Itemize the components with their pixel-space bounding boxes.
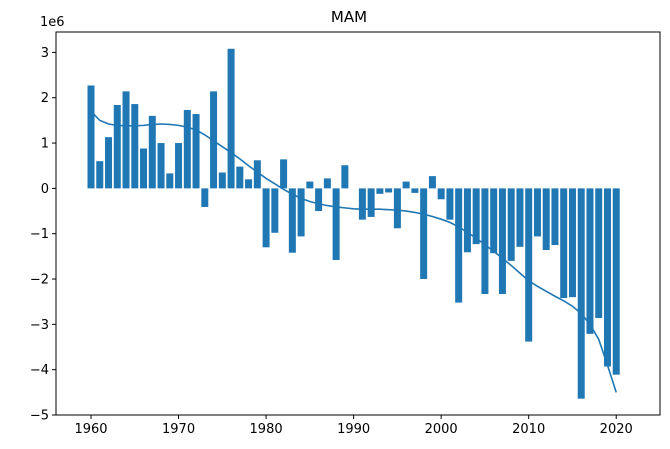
bar-1970: [175, 143, 183, 189]
bar-2002: [455, 188, 463, 303]
bar-1994: [385, 188, 393, 193]
y-tick-label-3: 3: [41, 46, 49, 61]
bar-1976: [227, 48, 235, 189]
y-tick-label--2: −2: [30, 273, 49, 288]
bar-2005: [481, 188, 489, 294]
bar-2000: [437, 188, 445, 200]
y-offset-label: 1e6: [40, 15, 65, 30]
bar-1973: [201, 188, 209, 207]
bar-2016: [577, 188, 585, 399]
bar-1989: [341, 165, 349, 189]
bar-1964: [122, 91, 130, 189]
x-tick-label-1970: 1970: [162, 422, 195, 437]
bar-2003: [463, 188, 471, 253]
x-tick-label-1980: 1980: [250, 422, 283, 437]
bar-1983: [288, 188, 296, 253]
bars-group: [87, 48, 620, 399]
bar-2014: [560, 188, 568, 299]
y-axis: −5 −4 −3 −2 −1 0 1 2 3: [30, 46, 56, 424]
bar-1981: [271, 188, 279, 233]
chart-title: MAM: [331, 8, 367, 26]
bar-1999: [428, 176, 436, 189]
bar-1972: [192, 114, 200, 189]
y-tick-label-0: 0: [41, 182, 49, 197]
x-tick-label-2020: 2020: [600, 422, 633, 437]
bar-2019: [603, 188, 611, 367]
bar-1979: [253, 160, 261, 189]
bar-2008: [507, 188, 515, 261]
bar-1996: [402, 181, 410, 189]
bar-1961: [96, 161, 104, 189]
bar-1992: [367, 188, 375, 217]
plot-frame: [55, 31, 661, 416]
y-tick-label--1: −1: [30, 227, 49, 242]
y-tick-label-1: 1: [41, 137, 49, 152]
bar-1965: [131, 104, 139, 189]
bar-2020: [612, 188, 620, 375]
y-tick-label-2: 2: [41, 91, 49, 106]
x-tick-label-2000: 2000: [425, 422, 458, 437]
bar-2015: [568, 188, 576, 298]
bar-1985: [306, 181, 314, 189]
bar-1986: [315, 188, 323, 212]
trend-line: [90, 110, 617, 393]
y-tick-label--3: −3: [30, 318, 49, 333]
bar-1978: [245, 179, 253, 189]
bar-1962: [105, 137, 113, 189]
x-tick-label-1990: 1990: [337, 422, 370, 437]
bar-1967: [148, 115, 156, 189]
bar-2001: [446, 188, 454, 220]
bar-1977: [236, 166, 244, 189]
bar-2010: [525, 188, 533, 342]
bar-1995: [393, 188, 401, 229]
bar-1997: [411, 188, 419, 193]
bar-1988: [332, 188, 340, 260]
bar-1963: [113, 104, 121, 189]
x-tick-label-2010: 2010: [512, 422, 545, 437]
bar-1980: [262, 188, 270, 248]
x-tick-label-1960: 1960: [74, 422, 107, 437]
bar-1971: [183, 109, 191, 189]
bar-1975: [218, 172, 226, 189]
bar-2013: [551, 188, 559, 246]
bar-1968: [157, 143, 165, 189]
bar-1993: [376, 188, 384, 194]
bar-1966: [140, 148, 148, 189]
bar-2007: [498, 188, 506, 294]
bar-2012: [542, 188, 550, 251]
x-axis: 1960 1970 1980 1990 2000 2010 2020: [74, 415, 633, 437]
bar-2006: [490, 188, 498, 254]
bar-2017: [586, 188, 594, 334]
bar-2009: [516, 188, 524, 247]
bar-2011: [533, 188, 541, 237]
bar-1987: [323, 178, 331, 189]
y-tick-label--5: −5: [30, 409, 49, 424]
bar-2018: [595, 188, 603, 319]
bar-1998: [420, 188, 428, 280]
bar-1960: [87, 85, 95, 189]
y-tick-label--4: −4: [30, 363, 49, 378]
bar-1969: [166, 173, 174, 189]
bar-1982: [280, 159, 288, 189]
bar-2004: [472, 188, 480, 245]
bar-1984: [297, 188, 305, 237]
bar-1991: [358, 188, 366, 220]
